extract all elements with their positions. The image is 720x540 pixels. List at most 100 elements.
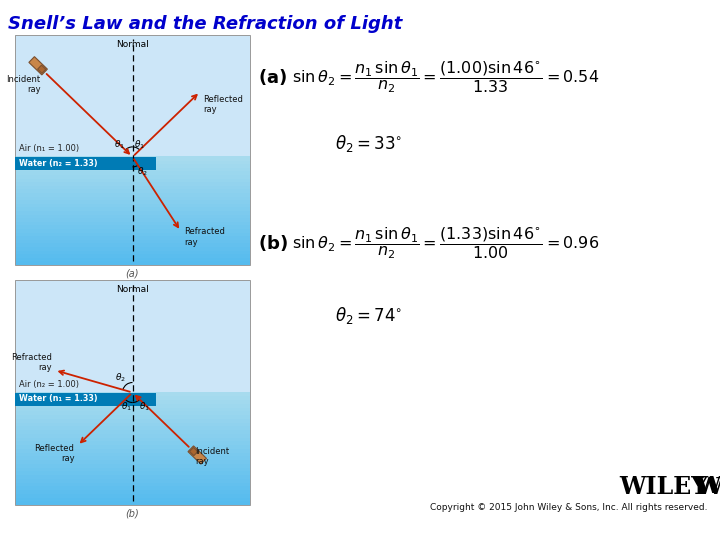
Text: $\theta_2$: $\theta_2$ <box>137 166 148 178</box>
Text: $\mathbf{(a)}$: $\mathbf{(a)}$ <box>258 67 287 87</box>
Bar <box>15 485 250 490</box>
Bar <box>15 478 250 483</box>
Bar <box>15 392 250 396</box>
Bar <box>15 260 250 265</box>
Bar <box>15 429 250 434</box>
Bar <box>15 399 250 404</box>
Bar <box>15 156 250 160</box>
Text: Reflected
ray: Reflected ray <box>203 94 243 114</box>
Bar <box>15 199 250 204</box>
Bar <box>15 426 250 430</box>
Bar <box>15 280 250 505</box>
Text: WILEY: WILEY <box>619 475 708 499</box>
Text: Normal: Normal <box>116 285 149 294</box>
Bar <box>15 35 250 265</box>
Bar <box>15 470 250 475</box>
Text: $\mathbf{(b)}$: $\mathbf{(b)}$ <box>258 233 288 253</box>
Bar <box>15 178 250 182</box>
Bar <box>15 280 250 393</box>
Bar <box>15 393 156 406</box>
Text: Reflected
ray: Reflected ray <box>35 444 74 463</box>
Bar <box>15 35 250 157</box>
Bar <box>15 467 250 471</box>
Text: $\theta_1$: $\theta_1$ <box>121 401 132 413</box>
Bar <box>15 410 250 415</box>
Bar <box>15 202 250 207</box>
Bar <box>15 433 250 437</box>
Bar <box>15 170 250 175</box>
Text: Air (n₂ = 1.00): Air (n₂ = 1.00) <box>19 380 79 388</box>
Bar <box>15 242 250 247</box>
Bar <box>15 195 250 200</box>
Text: (a): (a) <box>126 268 139 278</box>
Bar <box>15 239 250 244</box>
Bar <box>15 440 250 445</box>
Bar <box>15 192 250 197</box>
Bar <box>15 463 250 468</box>
Text: $\theta_2 = 74^{\circ}$: $\theta_2 = 74^{\circ}$ <box>335 305 402 326</box>
Bar <box>15 185 250 190</box>
Bar <box>15 403 250 408</box>
Text: Air (n₁ = 1.00): Air (n₁ = 1.00) <box>19 144 79 153</box>
Bar <box>15 224 250 229</box>
Bar <box>15 489 250 494</box>
Bar <box>15 407 250 411</box>
Bar <box>15 163 250 168</box>
Polygon shape <box>189 448 198 456</box>
Bar <box>15 206 250 211</box>
Bar <box>15 444 250 449</box>
Text: Refracted
ray: Refracted ray <box>11 353 52 372</box>
Bar <box>15 414 250 418</box>
Text: W: W <box>695 475 720 499</box>
Bar <box>15 221 250 225</box>
Bar <box>15 249 250 254</box>
Text: Water (n₁ = 1.33): Water (n₁ = 1.33) <box>19 395 98 403</box>
Bar <box>15 474 250 479</box>
Text: $\sin\theta_2 = \dfrac{n_1\,\sin\theta_1}{n_2} = \dfrac{(1.00)\sin 46^{\circ}}{1: $\sin\theta_2 = \dfrac{n_1\,\sin\theta_1… <box>292 59 599 95</box>
Text: Normal: Normal <box>116 40 149 49</box>
Bar <box>15 174 250 179</box>
Text: Copyright © 2015 John Wiley & Sons, Inc. All rights reserved.: Copyright © 2015 John Wiley & Sons, Inc.… <box>431 503 708 512</box>
Text: Incident
ray: Incident ray <box>195 447 229 466</box>
Polygon shape <box>37 65 46 73</box>
Text: Water (n₂ = 1.33): Water (n₂ = 1.33) <box>19 159 98 168</box>
Bar <box>15 422 250 426</box>
Text: WILEY: WILEY <box>695 476 720 498</box>
Polygon shape <box>29 57 48 75</box>
Text: Incident
ray: Incident ray <box>6 75 40 94</box>
Bar <box>15 492 250 497</box>
Bar <box>15 246 250 251</box>
Bar <box>15 181 250 186</box>
Bar <box>15 167 250 171</box>
Bar <box>15 232 250 236</box>
Bar <box>15 257 250 261</box>
Text: $\sin\theta_2 = \dfrac{n_1\,\sin\theta_1}{n_2} = \dfrac{(1.33)\sin 46^{\circ}}{1: $\sin\theta_2 = \dfrac{n_1\,\sin\theta_1… <box>292 225 599 261</box>
Bar <box>15 159 250 164</box>
Text: Refracted
ray: Refracted ray <box>184 227 225 247</box>
Bar <box>15 496 250 501</box>
Text: $\theta_1$: $\theta_1$ <box>114 138 125 151</box>
Bar <box>15 210 250 214</box>
Bar <box>15 451 250 456</box>
Text: (b): (b) <box>125 508 140 518</box>
Bar <box>15 459 250 464</box>
Bar <box>15 213 250 218</box>
Text: $\theta_2 = 33^{\circ}$: $\theta_2 = 33^{\circ}$ <box>335 132 402 153</box>
Bar <box>15 482 250 486</box>
Text: $\theta_1$: $\theta_1$ <box>134 138 145 151</box>
Bar <box>15 500 250 505</box>
Text: Snell’s Law and the Refraction of Light: Snell’s Law and the Refraction of Light <box>8 15 402 33</box>
Bar <box>15 253 250 258</box>
Bar <box>15 448 250 453</box>
Bar <box>15 217 250 222</box>
Bar <box>15 235 250 240</box>
Text: $\theta_1$: $\theta_1$ <box>139 401 150 413</box>
Text: $\theta_2$: $\theta_2$ <box>115 372 126 384</box>
Bar <box>15 455 250 460</box>
Bar <box>15 436 250 441</box>
Bar <box>15 395 250 400</box>
Bar <box>15 157 156 170</box>
Bar <box>15 418 250 422</box>
Bar <box>15 188 250 193</box>
Bar <box>15 228 250 233</box>
